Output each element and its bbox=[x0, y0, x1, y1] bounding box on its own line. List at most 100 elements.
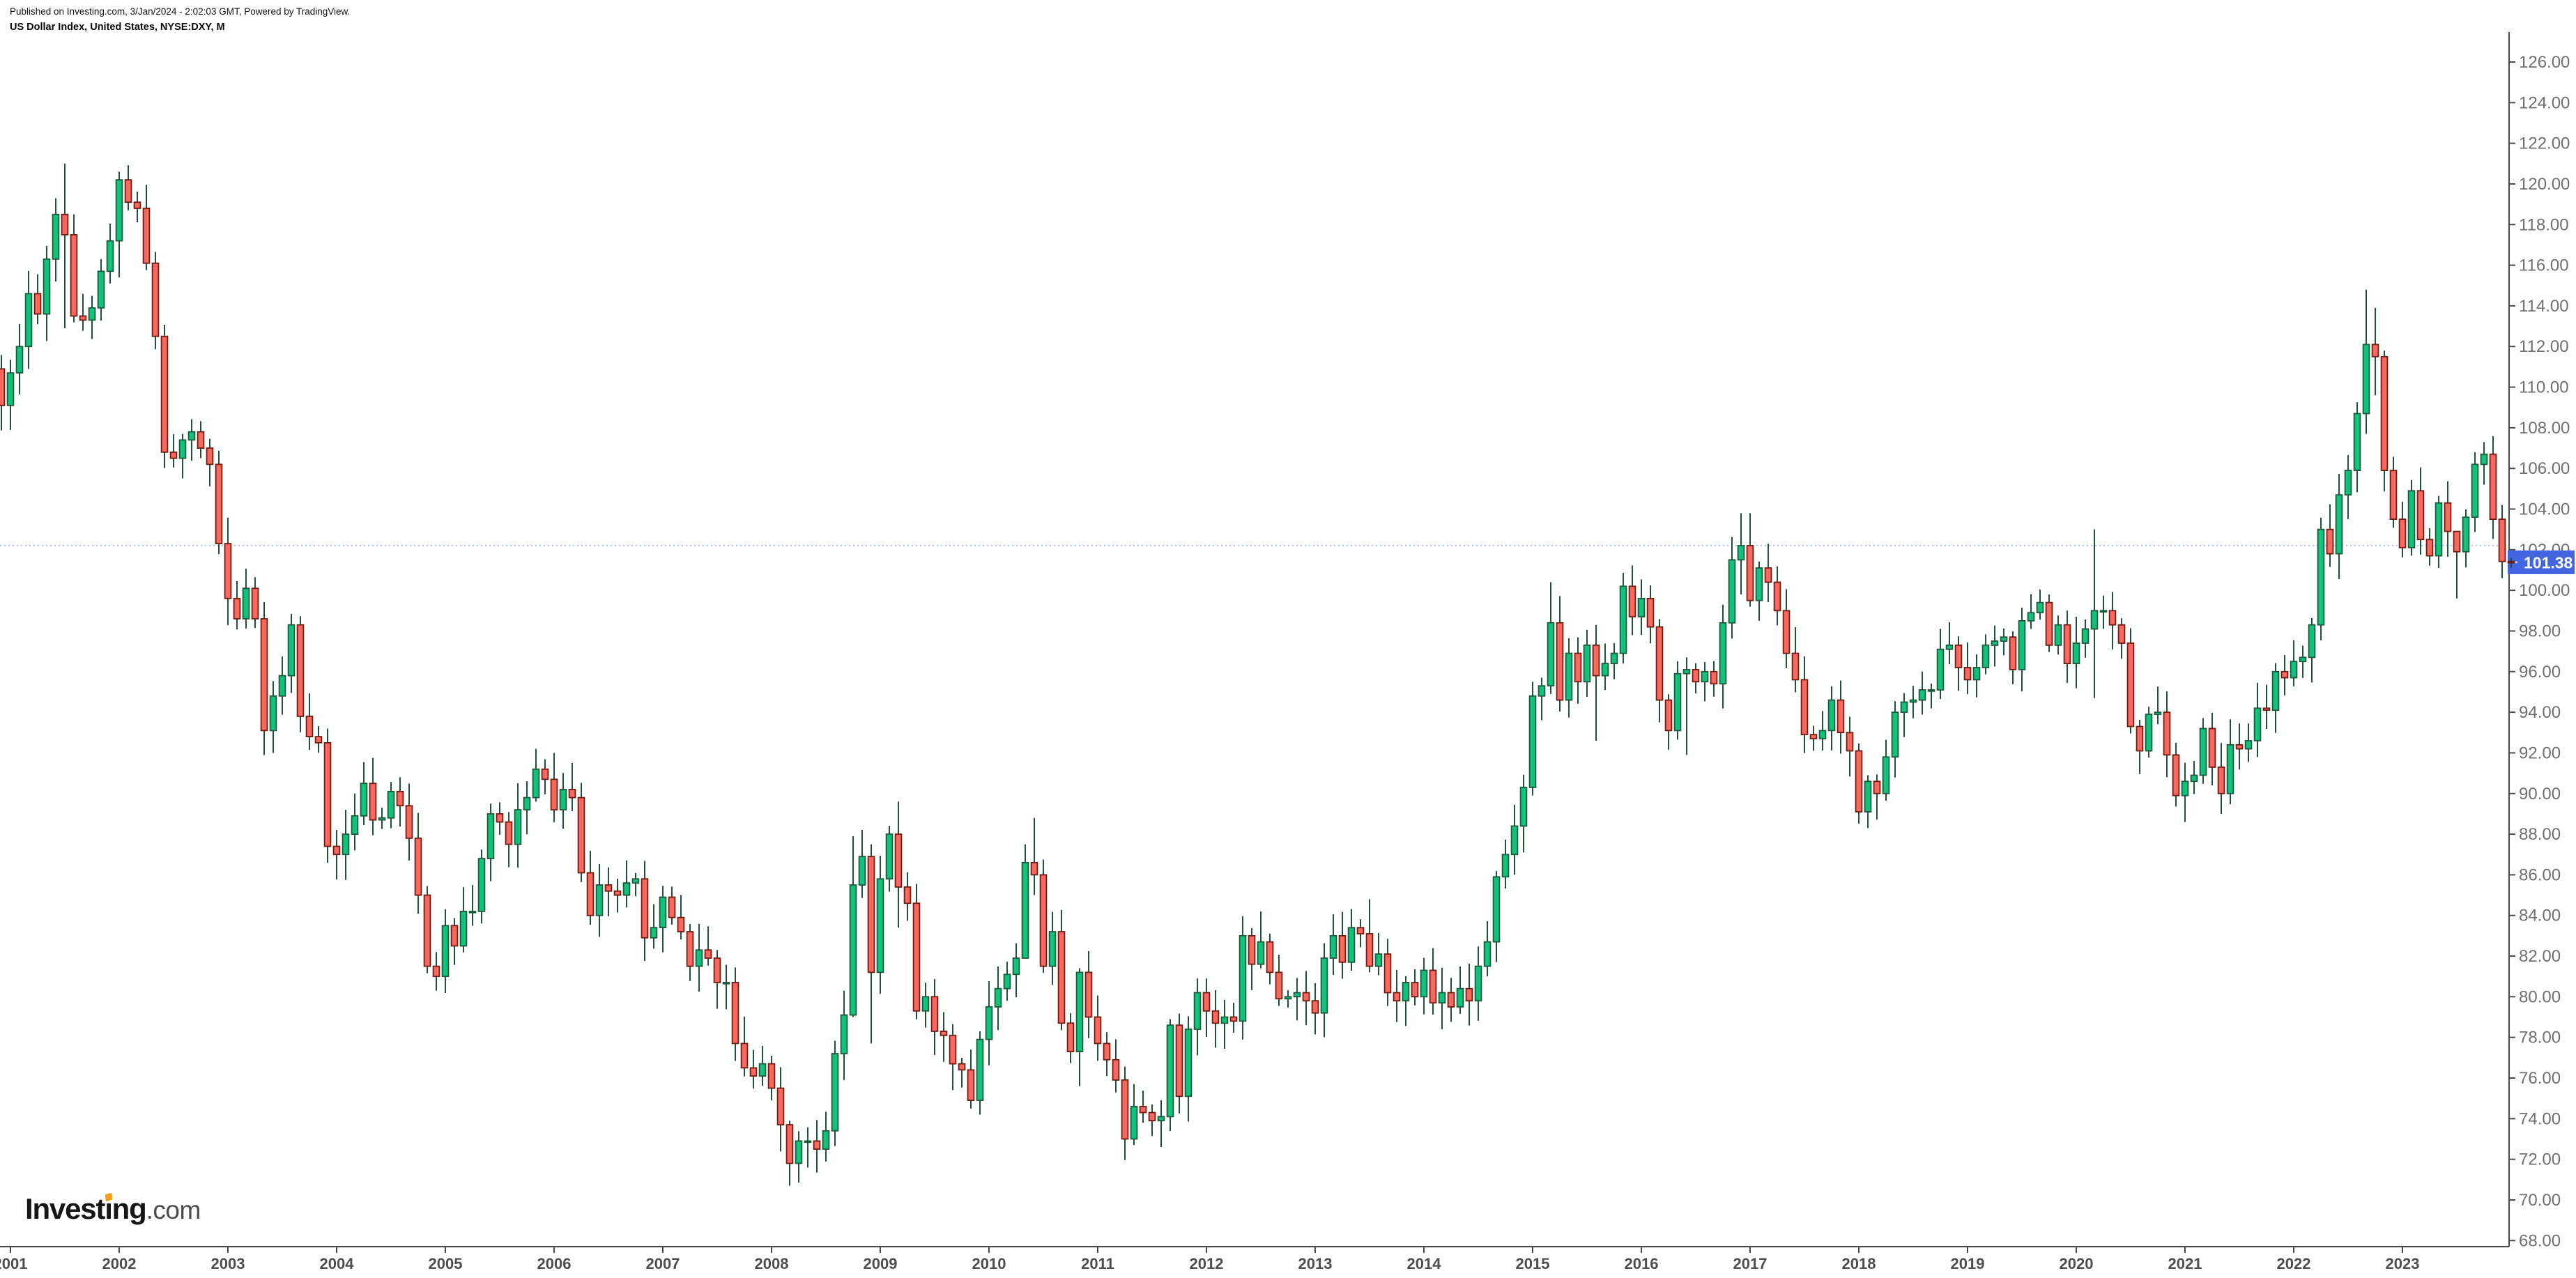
price-tick-label: 106.00 bbox=[2519, 459, 2570, 478]
candle bbox=[1755, 567, 1763, 601]
year-label: 2007 bbox=[646, 1255, 680, 1272]
year-label: 2014 bbox=[1407, 1255, 1442, 1272]
candle bbox=[79, 315, 87, 321]
candle bbox=[1239, 934, 1247, 1022]
candle bbox=[1084, 971, 1093, 1018]
candle bbox=[1275, 971, 1283, 1000]
candle bbox=[151, 262, 160, 337]
candle bbox=[441, 925, 450, 978]
candle bbox=[1882, 756, 1890, 794]
year-label: 2019 bbox=[1951, 1255, 1985, 1272]
candle bbox=[1338, 934, 1347, 963]
candle bbox=[296, 624, 305, 717]
candle bbox=[976, 1038, 984, 1101]
price-tick-label: 86.00 bbox=[2519, 865, 2561, 884]
year-label: 2016 bbox=[1625, 1255, 1659, 1272]
candle bbox=[1329, 934, 1337, 959]
candle bbox=[2172, 754, 2180, 796]
candle bbox=[949, 1034, 957, 1065]
candle bbox=[2362, 344, 2370, 415]
candle bbox=[251, 587, 259, 619]
year-label: 2003 bbox=[211, 1255, 245, 1272]
price-tick-label: 126.00 bbox=[2519, 53, 2570, 72]
candle bbox=[1510, 825, 1519, 856]
price-tick-label: 124.00 bbox=[2519, 93, 2570, 112]
candle bbox=[1583, 644, 1591, 683]
candle bbox=[1610, 652, 1618, 665]
candle bbox=[1420, 969, 1428, 998]
candle bbox=[595, 884, 604, 916]
candle bbox=[1320, 957, 1328, 1014]
candle bbox=[2163, 711, 2171, 756]
candle bbox=[351, 815, 359, 835]
candle bbox=[1710, 670, 1718, 685]
candle bbox=[2371, 344, 2379, 357]
candle bbox=[287, 624, 296, 677]
candle bbox=[1619, 585, 1627, 654]
candle bbox=[1175, 1024, 1183, 1098]
candle bbox=[622, 882, 631, 896]
candle bbox=[169, 451, 178, 459]
candle bbox=[1519, 787, 1528, 827]
price-tick-label: 92.00 bbox=[2519, 744, 2561, 762]
price-tick-label: 98.00 bbox=[2519, 622, 2561, 640]
candle bbox=[1465, 987, 1473, 1002]
candle bbox=[1057, 931, 1066, 1024]
year-label: 2023 bbox=[2386, 1255, 2420, 1272]
candle bbox=[305, 716, 314, 738]
candle bbox=[70, 233, 78, 317]
candle bbox=[1048, 931, 1057, 967]
candle bbox=[1692, 668, 1700, 683]
candle bbox=[1257, 941, 1265, 965]
candle bbox=[2063, 624, 2071, 665]
candle bbox=[2444, 502, 2452, 532]
candle bbox=[1737, 545, 1745, 561]
candle bbox=[1628, 585, 1636, 617]
candle bbox=[88, 307, 96, 321]
investing-logo: Investı ng.com bbox=[25, 1192, 201, 1226]
candle bbox=[1066, 1022, 1075, 1052]
candle bbox=[369, 783, 377, 821]
candle bbox=[2036, 601, 2044, 614]
candle bbox=[2226, 744, 2234, 794]
candle bbox=[1538, 685, 1546, 697]
candle bbox=[1094, 1016, 1102, 1045]
candle bbox=[532, 768, 540, 799]
candle bbox=[505, 821, 513, 845]
candle bbox=[2199, 727, 2207, 776]
candle bbox=[52, 213, 60, 260]
candle bbox=[2217, 766, 2225, 794]
candle bbox=[1284, 996, 1292, 1000]
candle bbox=[2099, 610, 2108, 613]
candle bbox=[813, 1140, 821, 1150]
candle bbox=[2027, 612, 2035, 622]
candle bbox=[1565, 652, 1573, 701]
candle bbox=[2136, 725, 2144, 752]
candle bbox=[1474, 965, 1482, 1002]
candle bbox=[378, 817, 386, 821]
last-price-badge-bg bbox=[2508, 550, 2575, 574]
candle bbox=[115, 179, 123, 242]
candle bbox=[1220, 1016, 1229, 1024]
candle bbox=[2090, 610, 2099, 630]
candle bbox=[1655, 626, 1664, 701]
logo-text-post: ng bbox=[112, 1192, 147, 1225]
candle bbox=[1574, 652, 1582, 683]
candle bbox=[1229, 1016, 1238, 1022]
candle bbox=[206, 447, 214, 465]
candle bbox=[1021, 862, 1029, 959]
candle bbox=[1103, 1042, 1111, 1061]
candle bbox=[106, 240, 114, 272]
candle bbox=[2244, 740, 2253, 750]
candle bbox=[1891, 711, 1899, 758]
candle bbox=[1972, 667, 1981, 681]
candle bbox=[160, 335, 169, 453]
price-tick-label: 110.00 bbox=[2519, 378, 2569, 397]
last-price-badge-value: 101.38 bbox=[2524, 553, 2573, 571]
candle bbox=[1556, 622, 1564, 701]
candle bbox=[1456, 987, 1464, 1008]
candle bbox=[1673, 672, 1682, 732]
candle bbox=[2126, 642, 2135, 727]
candle bbox=[740, 1042, 749, 1069]
